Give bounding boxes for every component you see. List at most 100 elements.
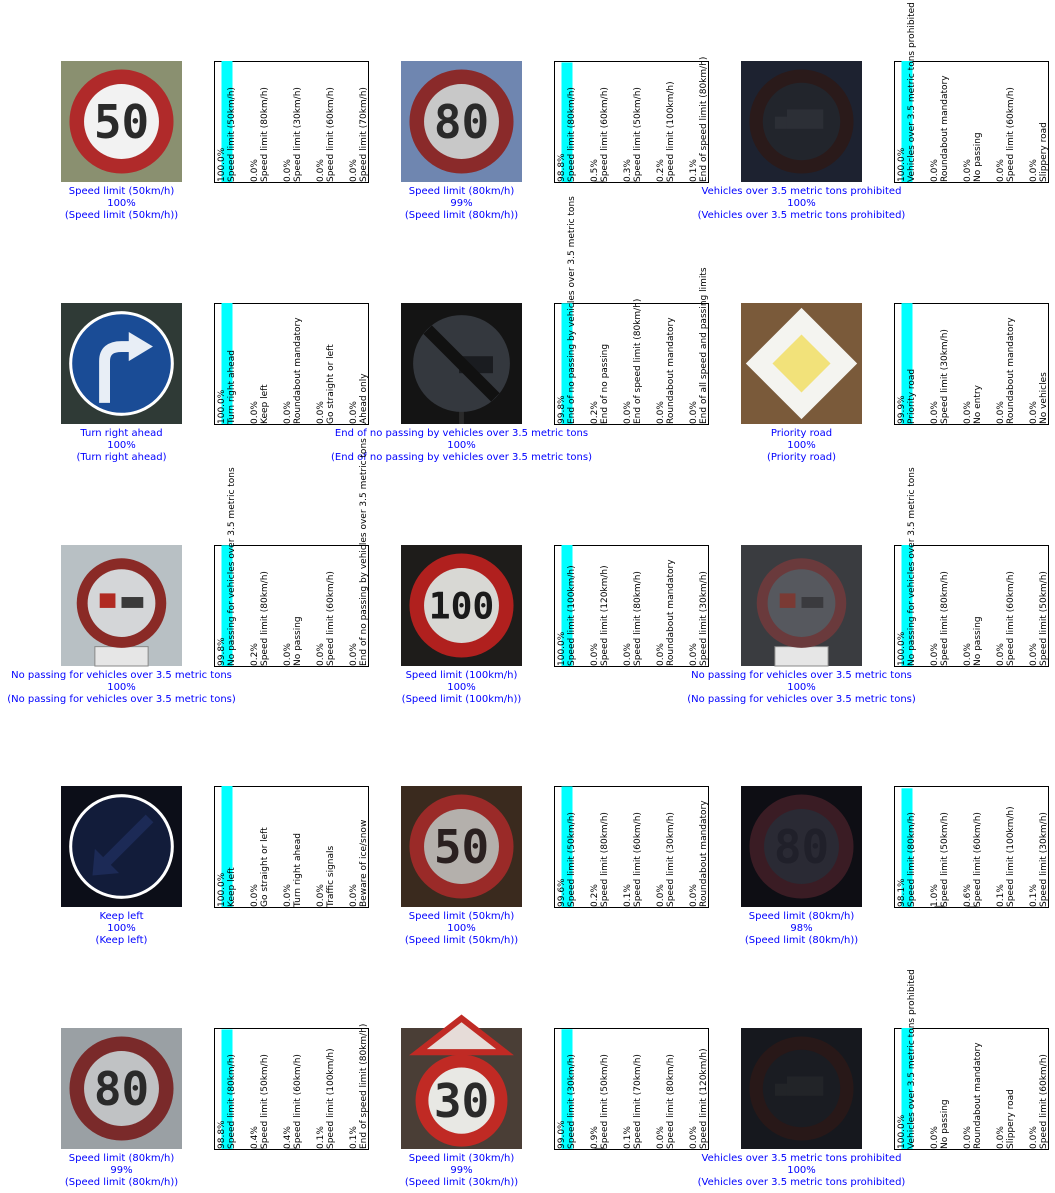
prediction-confidence: 98% — [790, 923, 812, 934]
end-stripe-icon — [423, 325, 500, 402]
bar-axes-frame — [554, 545, 709, 667]
bar-class-label: Speed limit (80km/h) — [227, 1054, 237, 1149]
bar-class-label: Speed limit (100km/h) — [666, 81, 676, 182]
diamond-inner-icon — [772, 334, 831, 393]
prediction-label: Keep left — [99, 911, 143, 922]
bar-value-label: 0.0% — [316, 401, 326, 424]
bar-class-label: Traffic signals — [326, 845, 336, 908]
probability-bar — [561, 62, 573, 183]
sign-image — [61, 786, 182, 907]
prediction-label: Speed limit (80km/h) — [69, 1153, 175, 1164]
bar-class-label: Speed limit (50km/h) — [227, 87, 237, 182]
bar-class-label: Speed limit (60km/h) — [326, 571, 336, 666]
prediction-cell: No passing for vehicles over 3.5 metric … — [7, 438, 369, 705]
bar-value-label: 0.2% — [250, 643, 260, 666]
bar-value-label: 100.0% — [217, 147, 227, 182]
bar-class-label: End of speed limit (80km/h) — [359, 1024, 369, 1149]
bar-class-label: Speed limit (60km/h) — [633, 812, 643, 907]
prediction-confidence: 99% — [110, 1165, 132, 1176]
true-label: (Speed limit (50km/h)) — [405, 935, 518, 946]
bar-class-label: Speed limit (30km/h) — [293, 87, 303, 182]
bar-value-label: 0.3% — [623, 159, 633, 182]
bar-class-label: Speed limit (60km/h) — [293, 1054, 303, 1149]
bar-axes-frame — [554, 1028, 709, 1150]
bar-class-label: Keep left — [227, 867, 237, 907]
bar-axes-frame — [214, 303, 369, 425]
bar-class-label: Speed limit (30km/h) — [940, 329, 950, 424]
bar-value-label: 0.0% — [1029, 401, 1039, 424]
bar-value-label: 0.0% — [283, 643, 293, 666]
bar-value-label: 0.0% — [656, 1126, 666, 1149]
prediction-cell: Vehicles over 3.5 metric tons prohibited… — [698, 2, 1049, 221]
bar-value-label: 0.0% — [1029, 1126, 1039, 1149]
prediction-label: Priority road — [771, 428, 832, 439]
prediction-label: Turn right ahead — [79, 428, 162, 439]
true-label: (Turn right ahead) — [77, 452, 167, 463]
bar-value-label: 0.1% — [623, 884, 633, 907]
bar-class-label: Priority road — [907, 369, 917, 424]
bar-axes-frame — [214, 61, 369, 183]
bar-axes-frame — [894, 1028, 1049, 1150]
bar-class-label: No passing — [973, 616, 983, 666]
bar-value-label: 0.0% — [930, 159, 940, 182]
true-label: (Speed limit (100km/h)) — [402, 694, 522, 705]
bar-class-label: No passing — [293, 616, 303, 666]
bar-class-label: Speed limit (50km/h) — [940, 812, 950, 907]
bar-value-label: 0.0% — [689, 1126, 699, 1149]
bar-class-label: Turn right ahead — [293, 833, 303, 908]
bar-class-label: Speed limit (60km/h) — [1039, 1054, 1049, 1149]
bar-class-label: No passing for vehicles over 3.5 metric … — [907, 467, 917, 666]
bar-value-label: 100.0% — [897, 1114, 907, 1149]
bar-value-label: 0.0% — [623, 643, 633, 666]
sign-image: 80 — [61, 1028, 182, 1149]
bar-value-label: 0.4% — [250, 1126, 260, 1149]
bar-value-label: 0.0% — [689, 643, 699, 666]
bar-class-label: Roundabout mandatory — [1006, 317, 1016, 424]
probability-bar — [221, 1029, 233, 1149]
truck-icon — [786, 109, 824, 129]
probability-bar — [561, 303, 573, 424]
sign-image: 50 — [401, 786, 522, 907]
prediction-label: Speed limit (50km/h) — [409, 911, 515, 922]
prediction-confidence: 100% — [107, 440, 136, 451]
bar-value-label: 0.0% — [930, 401, 940, 424]
sign-face — [424, 84, 499, 159]
bar-axes-frame — [894, 545, 1049, 667]
probability-bar — [901, 788, 913, 907]
sign-digits: 80 — [94, 1062, 149, 1116]
bar-class-label: Roundabout mandatory — [973, 1042, 983, 1149]
bar-class-label: Speed limit (100km/h) — [326, 1048, 336, 1149]
bar-value-label: 0.0% — [316, 643, 326, 666]
bar-value-label: 99.9% — [897, 395, 907, 424]
bar-value-label: 0.0% — [996, 643, 1006, 666]
true-label: (Speed limit (80km/h)) — [405, 210, 518, 221]
bar-class-label: Slippery road — [1039, 122, 1049, 182]
sign-face — [84, 1051, 159, 1126]
true-label: (Keep left) — [96, 935, 148, 946]
bar-value-label: 0.0% — [656, 643, 666, 666]
bar-class-label: End of no passing by vehicles over 3.5 m… — [567, 196, 577, 424]
sign-digits: 50 — [434, 820, 489, 874]
true-label: (Speed limit (30km/h)) — [405, 1177, 518, 1188]
sub-plate — [94, 646, 149, 667]
bar-class-label: No entry — [973, 384, 983, 424]
bar-value-label: 0.0% — [590, 643, 600, 666]
bar-class-label: Speed limit (80km/h) — [260, 571, 270, 666]
prediction-grid: 50 Speed limit (50km/h) 100% (Speed limit (… — [7, 2, 1049, 1188]
bar-class-label: Speed limit (60km/h) — [973, 812, 983, 907]
prediction-label: Vehicles over 3.5 metric tons prohibited — [702, 1153, 902, 1164]
probability-bar — [221, 303, 233, 424]
bar-value-label: 0.4% — [283, 1126, 293, 1149]
bar-axes-frame — [894, 61, 1049, 183]
prediction-label: Speed limit (100km/h) — [406, 670, 518, 681]
bar-value-label: 0.0% — [963, 401, 973, 424]
probability-bar — [901, 303, 913, 424]
bar-class-label: Speed limit (50km/h) — [633, 87, 643, 182]
sign-image: 50 — [61, 61, 182, 182]
bar-value-label: 1.0% — [930, 884, 940, 907]
sign-face — [424, 809, 499, 884]
bar-class-label: No passing — [973, 132, 983, 182]
